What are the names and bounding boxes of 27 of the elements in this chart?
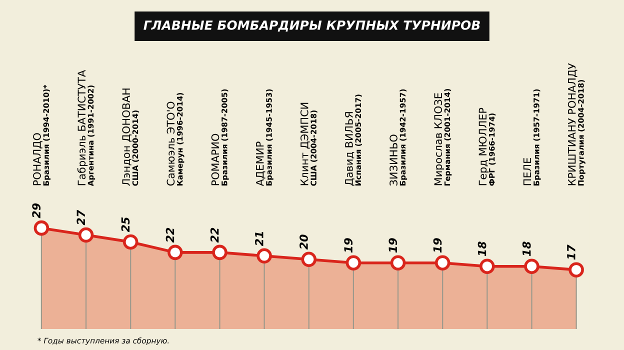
point <box>78 227 94 243</box>
data-label: 22 <box>210 228 219 243</box>
data-label: 21 <box>254 232 264 246</box>
data-label: 18 <box>478 242 486 256</box>
data-label: 17 <box>567 244 576 260</box>
point <box>480 258 495 274</box>
data-label: 27 <box>76 210 85 226</box>
point <box>434 255 450 271</box>
point <box>390 255 406 271</box>
chart-title: ГЛАВНЫЕ БОМБАРДИРЫ КРУПНЫХ ТУРНИРОВ <box>144 20 480 32</box>
data-label: 19 <box>388 238 398 253</box>
point <box>301 252 317 268</box>
data-label: 25 <box>121 217 130 232</box>
point <box>212 244 228 260</box>
point <box>524 258 540 274</box>
point <box>346 255 362 271</box>
point <box>168 244 183 260</box>
point <box>256 248 272 264</box>
data-label: 19 <box>344 238 353 253</box>
point <box>34 220 50 236</box>
data-label: 29 <box>32 203 41 218</box>
data-label: 22 <box>166 228 174 243</box>
data-label: 18 <box>522 242 531 256</box>
point <box>122 234 138 250</box>
data-label: 20 <box>300 234 308 250</box>
data-label: 19 <box>433 238 442 253</box>
point <box>568 262 584 278</box>
